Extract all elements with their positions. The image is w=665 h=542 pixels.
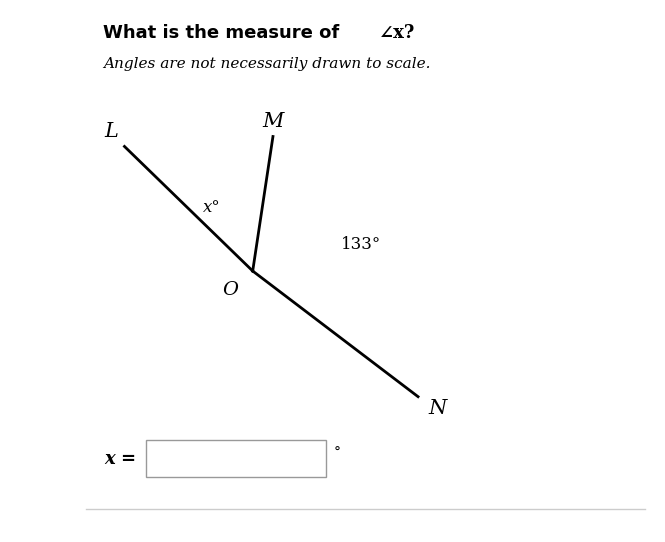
Text: °: ° <box>334 446 341 460</box>
Text: What is the measure of: What is the measure of <box>103 24 346 42</box>
Text: Angles are not necessarily drawn to scale.: Angles are not necessarily drawn to scal… <box>103 57 430 71</box>
Text: x°: x° <box>203 199 221 216</box>
FancyBboxPatch shape <box>146 440 326 477</box>
Text: O: O <box>222 281 238 299</box>
Text: N: N <box>428 399 446 418</box>
Text: L: L <box>104 122 118 141</box>
Text: x =: x = <box>104 449 136 468</box>
Text: ∠x?: ∠x? <box>379 24 416 42</box>
Text: M: M <box>262 112 284 131</box>
Text: 133°: 133° <box>340 236 381 253</box>
